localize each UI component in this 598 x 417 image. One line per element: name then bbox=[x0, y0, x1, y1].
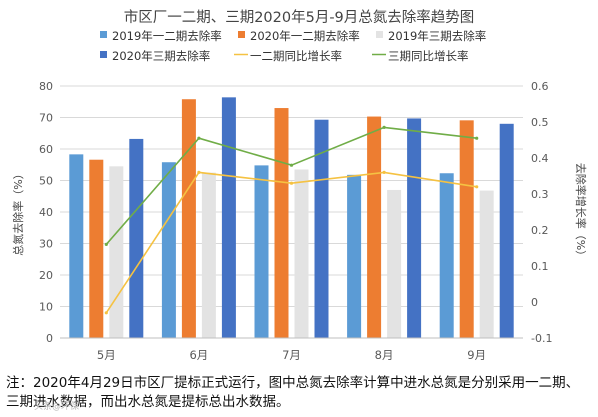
line-point-1-4 bbox=[382, 170, 386, 174]
line-point-2-1 bbox=[104, 242, 108, 246]
legend-label: 一二期同比增长率 bbox=[250, 49, 342, 63]
y-axis-title: 总氮去除率（%） bbox=[11, 168, 25, 255]
y-tick-label: 10 bbox=[39, 301, 53, 314]
watermark: 头条@环保 bbox=[34, 402, 80, 412]
y2-tick-label: 0.4 bbox=[531, 152, 549, 165]
legend-label: 2019年三期去除率 bbox=[388, 29, 486, 43]
x-tick-label: 9月 bbox=[467, 348, 486, 362]
bar-series2-3 bbox=[274, 108, 289, 338]
legend-label: 2020年一二期去除率 bbox=[250, 29, 360, 43]
y2-tick-label: -0.1 bbox=[531, 332, 552, 345]
y2-axis-title: 去除率增长率（%） bbox=[574, 163, 588, 261]
line-point-1-2 bbox=[197, 170, 201, 174]
y-tick-label: 30 bbox=[39, 238, 53, 251]
chart-svg: 市区厂一二期、三期2020年5月-9月总氮去除率趋势图 2019年一二期去除率 20… bbox=[11, 9, 588, 362]
y-tick-label: 80 bbox=[39, 80, 53, 93]
bar-series2-4 bbox=[367, 116, 382, 339]
bar-series4-4 bbox=[407, 118, 422, 338]
bar-series3-2 bbox=[201, 172, 216, 338]
line-point-1-3 bbox=[289, 181, 294, 185]
x-tick-label: 8月 bbox=[375, 348, 394, 362]
bar-series2-2 bbox=[181, 99, 196, 338]
legend-marker-bar-1 bbox=[100, 31, 107, 38]
line-point-1-1 bbox=[104, 311, 108, 315]
line-point-1-5 bbox=[475, 185, 479, 189]
bar-series3-5 bbox=[479, 190, 494, 338]
legend-marker-bar-3 bbox=[376, 31, 383, 38]
bar-series1-2 bbox=[161, 162, 176, 338]
y-tick-label: 40 bbox=[39, 206, 53, 219]
chart: 市区厂一二期、三期2020年5月-9月总氮去除率趋势图 2019年一二期去除率 20… bbox=[11, 9, 588, 362]
y-tick-label: 60 bbox=[39, 143, 53, 156]
y2-tick-label: 0.5 bbox=[531, 116, 549, 129]
legend-label: 2020年三期去除率 bbox=[112, 49, 210, 63]
legend-marker-bar-2 bbox=[238, 31, 245, 38]
y2-tick-label: 0.1 bbox=[531, 260, 549, 273]
bar-series4-3 bbox=[314, 119, 329, 338]
line-point-2-4 bbox=[382, 125, 386, 129]
line-point-2-2 bbox=[197, 136, 201, 140]
y2-tick-label: 0.6 bbox=[531, 80, 549, 93]
legend-marker-bar-4 bbox=[100, 51, 107, 58]
line-series-2 bbox=[105, 126, 477, 245]
bar-series2-5 bbox=[459, 120, 474, 339]
y2-tick-label: 0 bbox=[531, 296, 538, 309]
bar-series1-1 bbox=[69, 154, 84, 338]
line-series-1 bbox=[105, 171, 477, 314]
bar-series1-3 bbox=[254, 165, 269, 338]
y-tick-label: 50 bbox=[39, 175, 53, 188]
bar-series1-5 bbox=[439, 173, 454, 338]
line-point-2-3 bbox=[289, 163, 294, 167]
x-tick-label: 5月 bbox=[97, 348, 116, 362]
y-tick-label: 20 bbox=[39, 269, 53, 282]
chart-title: 市区厂一二期、三期2020年5月-9月总氮去除率趋势图 bbox=[124, 9, 475, 26]
y-tick-label: 70 bbox=[39, 112, 53, 125]
bar-series3-4 bbox=[387, 189, 402, 338]
bar-series2-1 bbox=[89, 159, 104, 338]
bar-series4-2 bbox=[221, 97, 236, 338]
chart-note: 注：2020年4月29日市区厂提标正式运行，图中总氮去除率计算中进水总氮是分别采… bbox=[6, 375, 580, 410]
y-tick-label: 0 bbox=[46, 332, 53, 345]
x-tick-label: 6月 bbox=[189, 348, 208, 362]
bar-series3-3 bbox=[294, 169, 309, 338]
x-tick-label: 7月 bbox=[282, 348, 301, 362]
bar-series1-4 bbox=[347, 174, 362, 338]
line-point-2-5 bbox=[475, 136, 479, 140]
bar-series4-5 bbox=[499, 123, 514, 338]
bar-series3-1 bbox=[109, 166, 124, 338]
legend-label: 三期同比增长率 bbox=[388, 49, 469, 63]
bar-series4-1 bbox=[129, 138, 144, 338]
y2-tick-label: 0.3 bbox=[531, 188, 549, 201]
y2-tick-label: 0.2 bbox=[531, 224, 549, 237]
legend-label: 2019年一二期去除率 bbox=[112, 29, 222, 43]
